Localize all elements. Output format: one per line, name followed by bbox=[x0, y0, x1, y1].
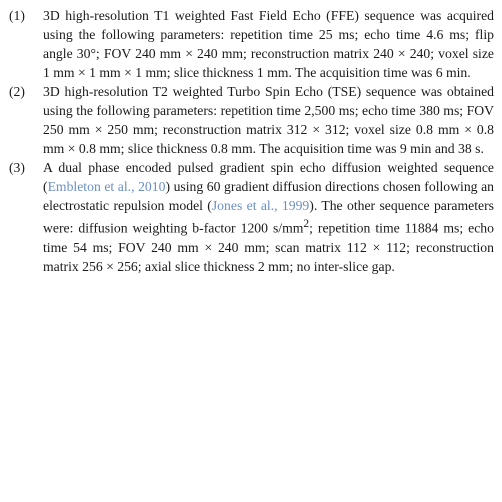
list-item-text: 3D high-resolution T2 weighted Turbo Spi… bbox=[43, 83, 494, 156]
superscript: 2 bbox=[303, 218, 310, 231]
text-segment: ; repetition time 11884 ms; echo time 54… bbox=[43, 221, 494, 274]
list-item-text: A dual phase encoded pulsed gradient spi… bbox=[43, 159, 494, 277]
list-item-1: (1) 3D high-resolution T1 weighted Fast … bbox=[9, 7, 494, 83]
citation-link-jones[interactable]: Jones et al., 1999 bbox=[211, 197, 310, 213]
text-segment: ). The other sequence parameters were: d… bbox=[43, 197, 494, 237]
document-body: (1) 3D high-resolution T1 weighted Fast … bbox=[9, 7, 494, 277]
citation-link-embleton[interactable]: Embleton et al., 2010 bbox=[47, 178, 166, 194]
list-number: (1) bbox=[9, 8, 25, 23]
list-item-text: 3D high-resolution T1 weighted Fast Fiel… bbox=[43, 8, 494, 80]
text-segment: ) using 60 gradient diffusion directions… bbox=[43, 178, 494, 213]
list-number: (2) bbox=[9, 83, 25, 99]
list-number: (3) bbox=[9, 159, 25, 175]
list-item-2: (2) 3D high-resolution T2 weighted Turbo… bbox=[9, 83, 494, 159]
list-item-3: (3) A dual phase encoded pulsed gradient… bbox=[9, 159, 494, 277]
text-segment: A dual phase encoded pulsed gradient spi… bbox=[43, 159, 494, 194]
